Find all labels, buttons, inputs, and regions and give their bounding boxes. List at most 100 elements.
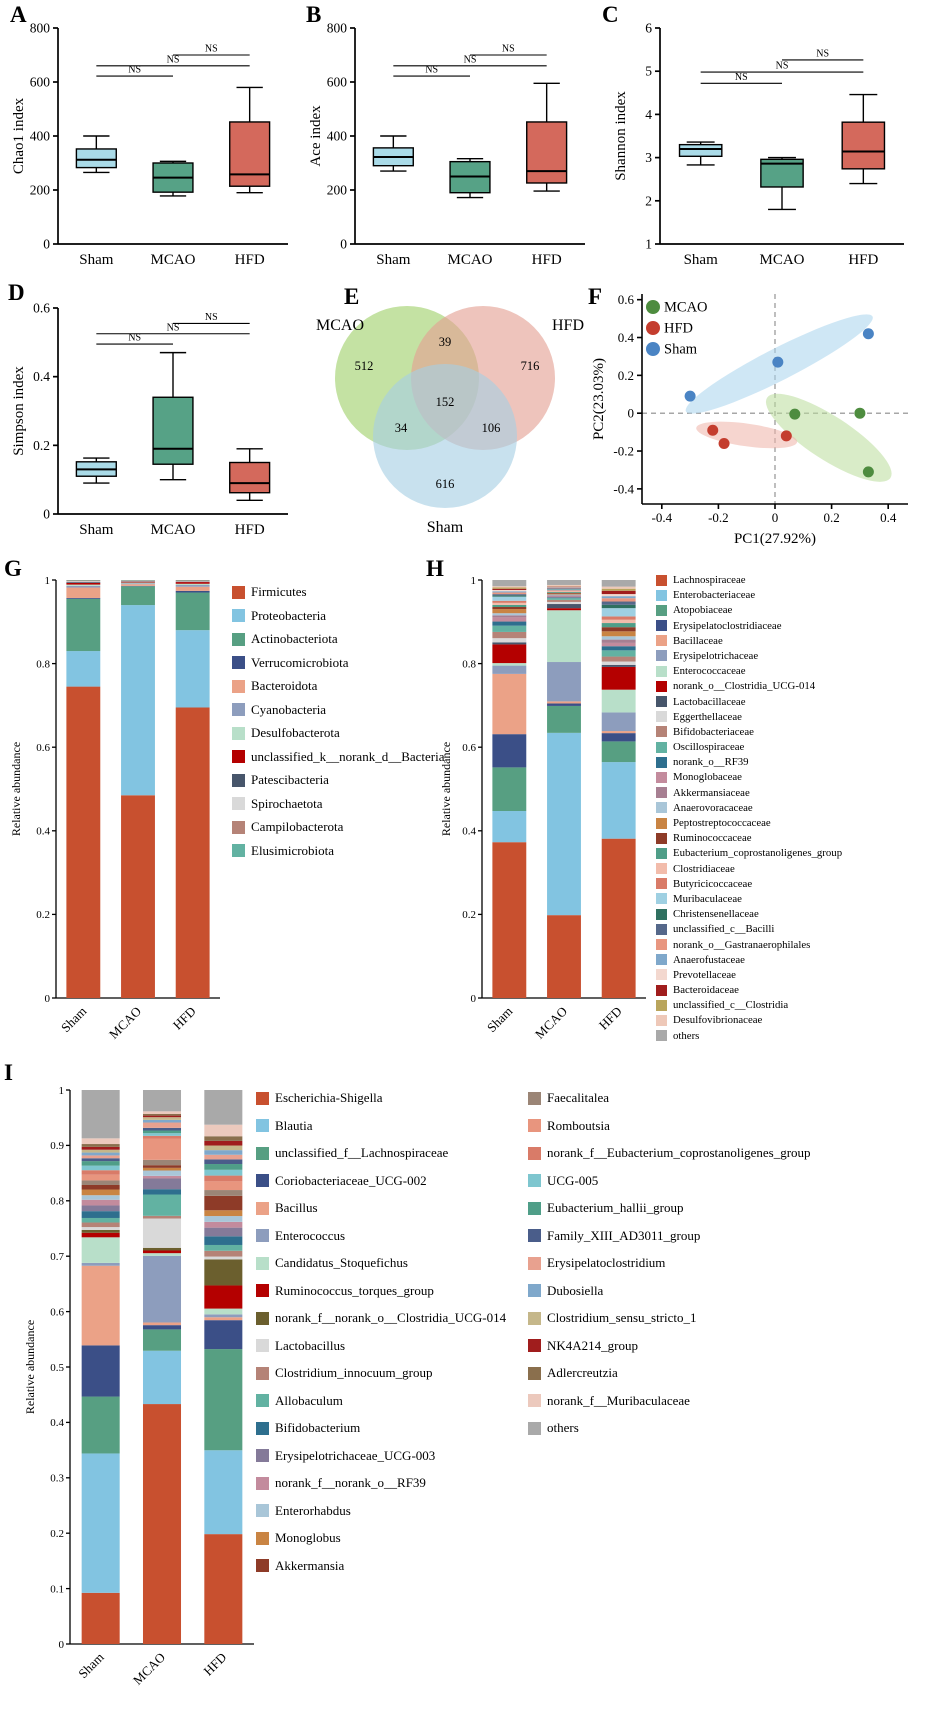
legend-label: Family_XIII_AD3011_group	[547, 1227, 701, 1243]
svg-text:Relative abundance: Relative abundance	[23, 1320, 37, 1414]
panel-label-f: F	[588, 284, 603, 309]
legend-item: Elusimicrobiota	[232, 843, 447, 859]
legend-label: Erysipelatoclostridium	[547, 1255, 666, 1270]
legend-swatch	[256, 1174, 269, 1187]
legend-label: Eubacterium_hallii_group	[547, 1200, 684, 1215]
svg-text:MCAO: MCAO	[759, 252, 804, 268]
svg-text:0.2: 0.2	[36, 909, 50, 921]
legend-swatch	[656, 787, 667, 799]
legend-label: Lactobacillaceae	[673, 695, 746, 708]
legend-item: Bacteroidaceae	[656, 984, 924, 996]
svg-text:HFD: HFD	[200, 1650, 229, 1679]
legend-swatch	[232, 820, 245, 834]
legend-item: unclassified_k__norank_d__Bacteria	[232, 749, 447, 765]
legend-swatch	[256, 1339, 269, 1352]
legend-label: Eubacterium_coprostanoligenes_group	[673, 847, 843, 860]
svg-text:NS: NS	[167, 54, 180, 65]
legend-swatch	[656, 665, 667, 677]
legend-swatch	[232, 585, 245, 599]
svg-text:Sham: Sham	[684, 252, 719, 268]
panel-label-b: B	[306, 2, 322, 27]
panel-label-c: C	[602, 2, 619, 27]
legend-item: Dubosiella	[528, 1283, 828, 1299]
legend-label: norank_f__Eubacterium_coprostanoligenes_…	[547, 1145, 811, 1160]
svg-text:PC1(27.92%): PC1(27.92%)	[734, 531, 816, 547]
svg-text:MCAO: MCAO	[150, 252, 195, 268]
svg-text:NS: NS	[205, 44, 218, 55]
legend-swatch	[656, 771, 667, 783]
svg-text:Sham: Sham	[664, 342, 698, 358]
legend-label: Verrucomicrobiota	[251, 654, 349, 670]
svg-text:-0.2: -0.2	[708, 510, 729, 525]
phylum-stacked-bars: 0 0.2 0.4 0.6 0.8 1 Relative abundance Sham MCAO…	[9, 575, 220, 1042]
legend-label: Allobaculum	[275, 1392, 343, 1408]
otu-venn-diagram: MCAO HFD Sham 512 39 716 34 152 106 616	[316, 306, 584, 536]
legend-item: Actinobacteriota	[232, 631, 447, 647]
legend-item: Bifidobacteriaceae	[656, 726, 924, 738]
legend-label: Eggerthellaceae	[673, 710, 742, 723]
legend-swatch	[256, 1559, 269, 1572]
legend-label: Oscillospiraceae	[673, 741, 745, 754]
svg-text:0.2: 0.2	[823, 510, 839, 525]
legend-item: Cyanobacteria	[232, 702, 447, 718]
legend-label: Desulfobacterota	[251, 725, 340, 740]
legend-item: norank_f__Eubacterium_coprostanoligenes_…	[528, 1145, 828, 1161]
genus-legend-col2: Faecalitalea Romboutsia norank_f__Eubacter…	[528, 1090, 828, 1448]
svg-text:6: 6	[645, 21, 652, 36]
legend-label: Erysipelotrichaceae	[673, 649, 759, 662]
legend-swatch	[656, 574, 667, 586]
genus-stacked-bars: 0 0.1 0.2 0.3 0.4 0.5 0.6 0.7 0.8 0.9 1 Relative ab…	[23, 1085, 254, 1688]
legend-swatch	[656, 817, 667, 829]
legend-label: UCG-005	[547, 1172, 599, 1188]
svg-text:NS: NS	[205, 312, 218, 323]
svg-text:0.1: 0.1	[50, 1583, 64, 1595]
legend-swatch	[656, 878, 667, 890]
legend-item: Bacteroidota	[232, 678, 447, 694]
legend-swatch	[656, 756, 667, 768]
legend-label: Atopobiaceae	[673, 604, 733, 617]
legend-swatch	[256, 1229, 269, 1242]
legend-item: norank_o__RF39	[656, 756, 924, 768]
svg-text:0.9: 0.9	[50, 1140, 64, 1152]
svg-text:0.7: 0.7	[50, 1251, 64, 1263]
legend-swatch	[528, 1394, 541, 1407]
legend-label: Monoglobaceae	[673, 771, 742, 784]
legend-label: others	[547, 1420, 579, 1435]
svg-text:Ace index: Ace index	[308, 105, 324, 167]
legend-swatch	[656, 923, 667, 935]
legend-label: Romboutsia	[547, 1117, 610, 1133]
legend-swatch	[232, 679, 245, 693]
legend-swatch	[656, 908, 667, 920]
legend-item: NK4A214_group	[528, 1338, 828, 1354]
legend-swatch	[656, 863, 667, 875]
legend-item: Muribaculaceae	[656, 893, 924, 905]
legend-swatch	[656, 802, 667, 814]
legend-label: Candidatus_Stoquefichus	[275, 1255, 408, 1270]
svg-text:MCAO: MCAO	[150, 522, 195, 538]
legend-swatch	[232, 844, 245, 857]
legend-item: Patescibacteria	[232, 772, 447, 788]
legend-label: Enterorhabdus	[275, 1502, 351, 1518]
svg-text:1: 1	[45, 575, 51, 587]
legend-label: Ruminococcus_torques_group	[275, 1282, 434, 1298]
svg-text:HFD: HFD	[596, 1004, 625, 1033]
family-stacked-bars: 0 0.2 0.4 0.6 0.8 1 Relative abundance Sham MCAO…	[439, 575, 646, 1042]
svg-text:Sham: Sham	[376, 252, 411, 268]
legend-item: Atopobiaceae	[656, 604, 924, 616]
svg-text:Sham: Sham	[79, 522, 114, 538]
legend-label: Enterococcaceae	[673, 665, 746, 678]
svg-text:1: 1	[59, 1085, 65, 1097]
family-legend: Lachnospiraceae Enterobacteriaceae Atopobi…	[656, 574, 924, 1045]
legend-swatch	[656, 939, 667, 950]
svg-text:Chao1 index: Chao1 index	[11, 97, 27, 174]
svg-text:0: 0	[59, 1639, 65, 1651]
legend-label: Patescibacteria	[251, 772, 329, 787]
svg-text:HFD: HFD	[664, 321, 693, 337]
legend-swatch	[528, 1201, 541, 1215]
legend-swatch	[256, 1311, 269, 1325]
svg-text:MCAO: MCAO	[664, 300, 708, 316]
svg-text:NS: NS	[425, 65, 438, 76]
legend-swatch	[656, 832, 667, 844]
svg-text:0.5: 0.5	[50, 1362, 64, 1374]
legend-item: norank_f__Muribaculaceae	[528, 1393, 828, 1409]
